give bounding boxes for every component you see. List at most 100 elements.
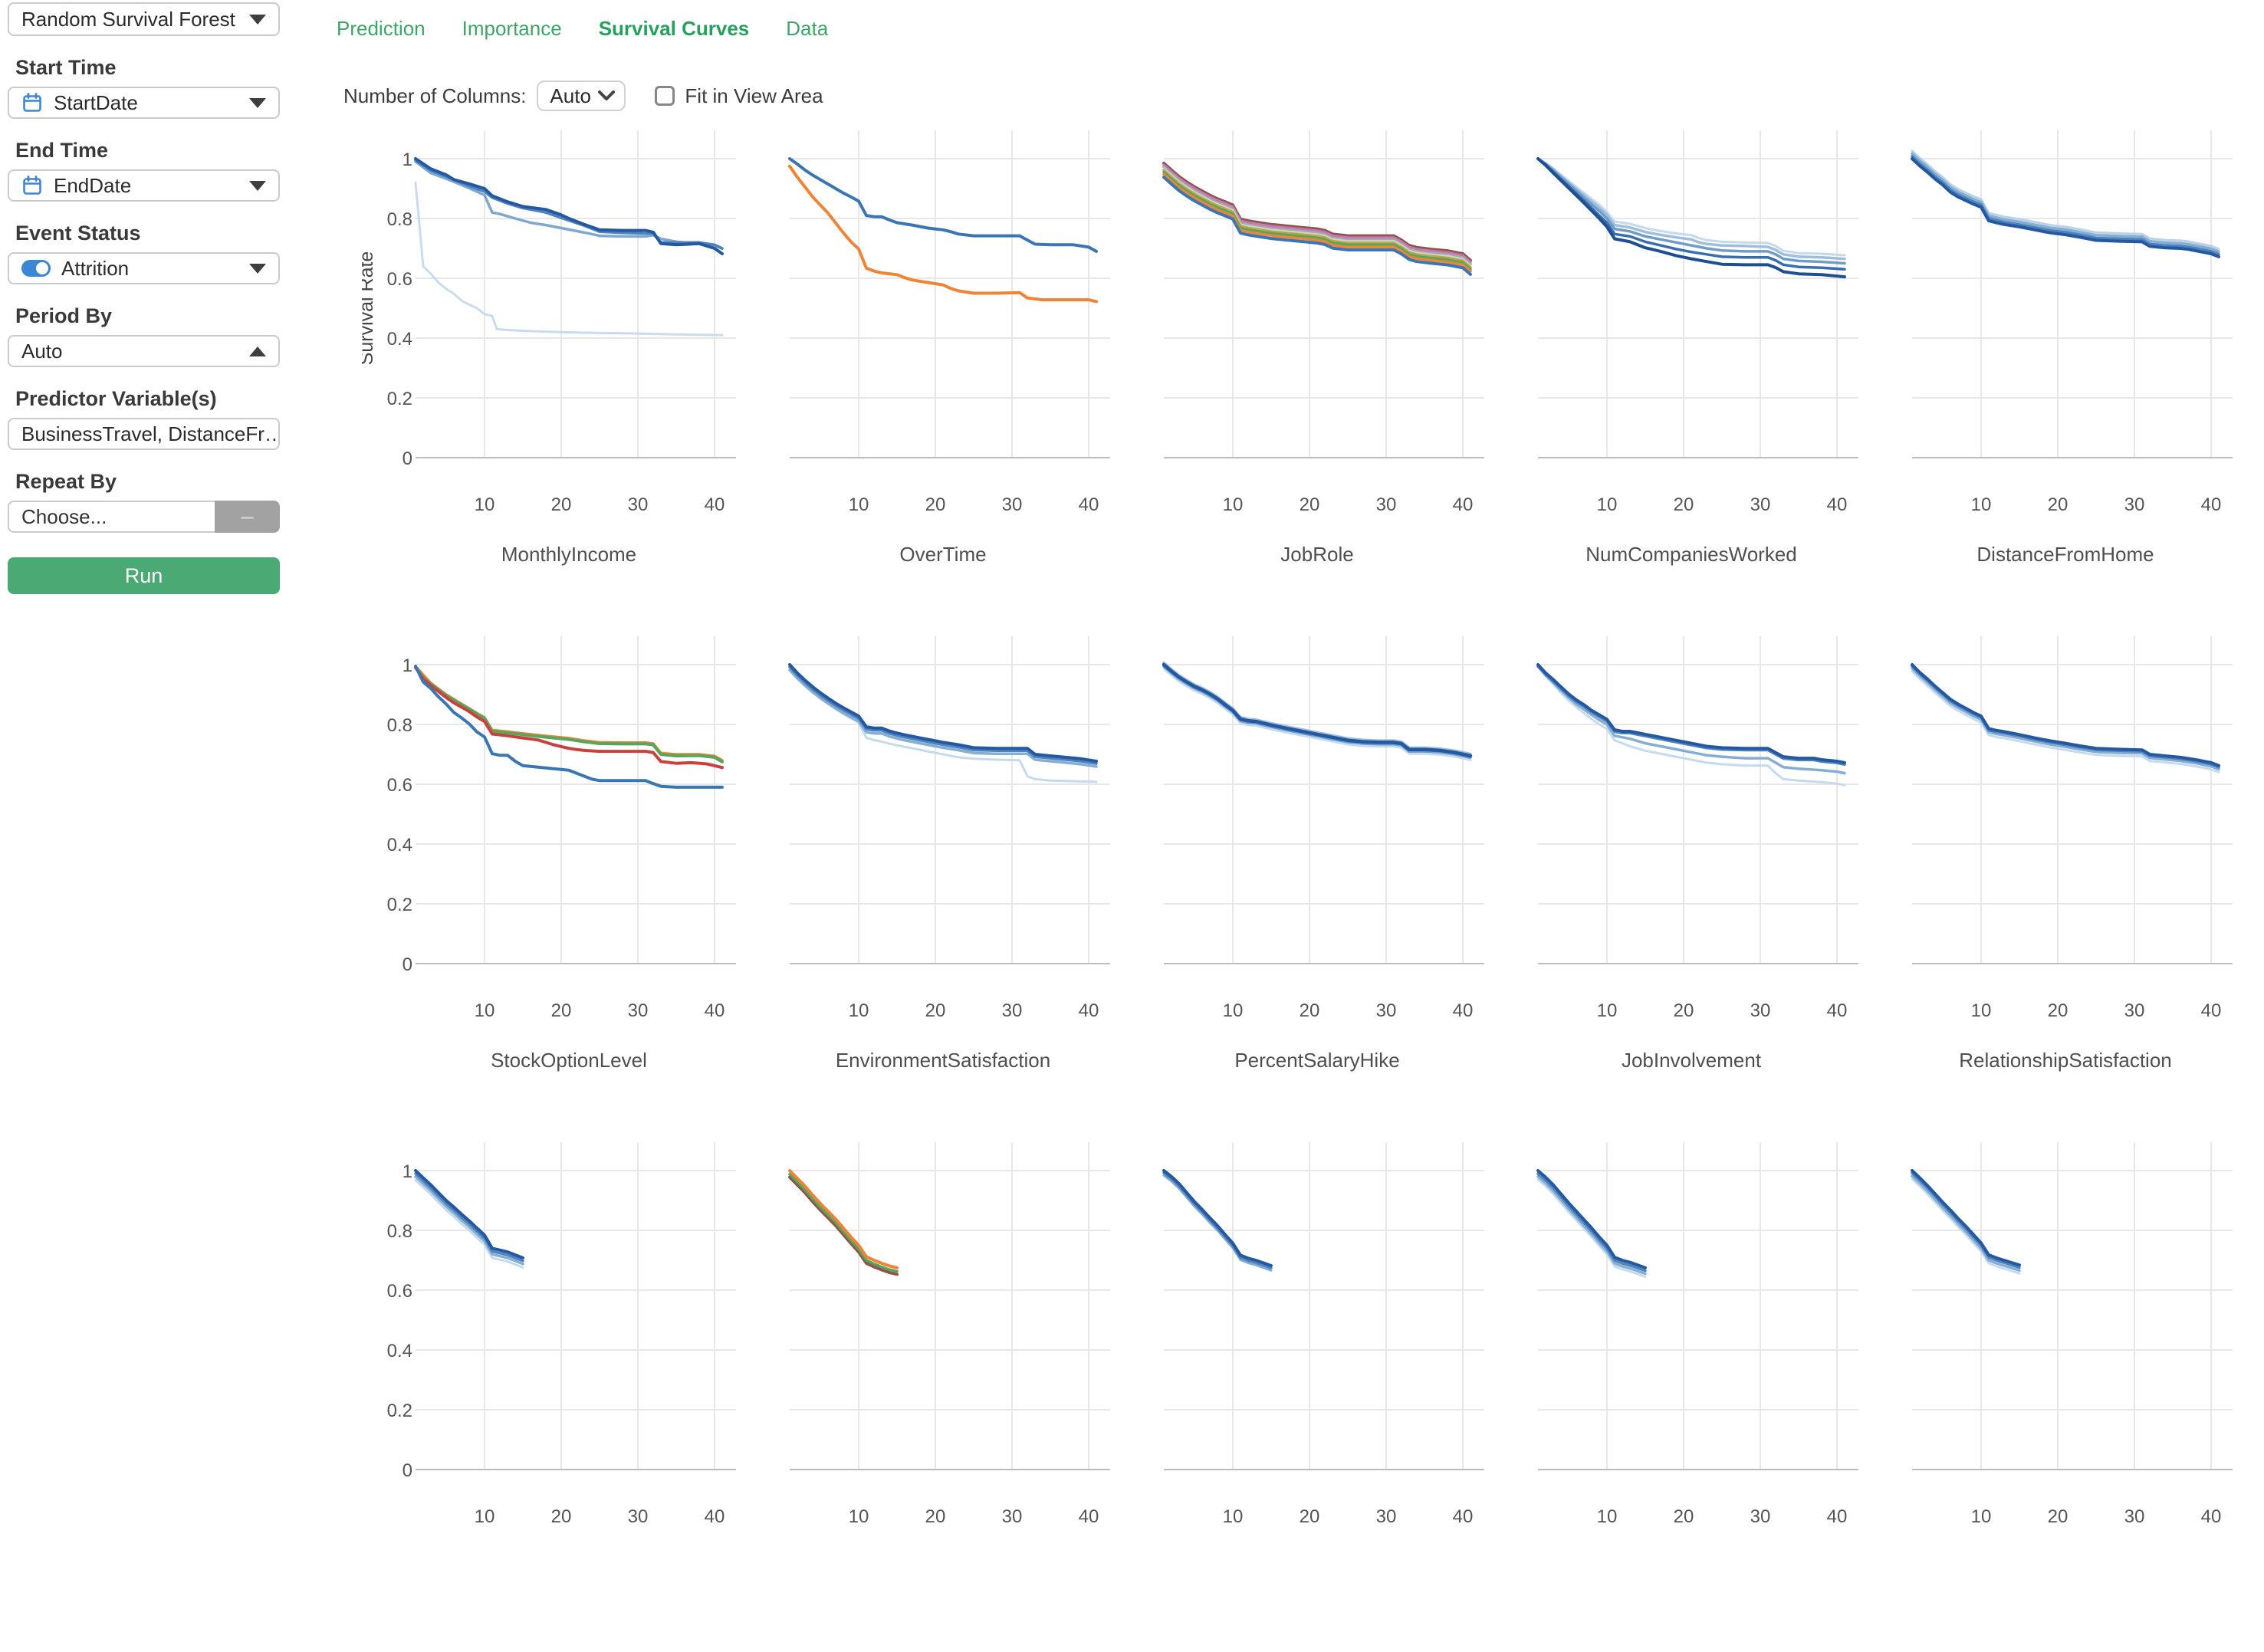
x-tick-label: 20 xyxy=(551,494,572,515)
survival-curve-line xyxy=(1162,1174,1273,1272)
survival-chart-DistanceFromHome[interactable]: 10 20 30 40 DistanceFromHome xyxy=(1858,130,2233,636)
survival-chart-row3-3[interactable]: 10 20 30 40 xyxy=(1110,1142,1484,1648)
y-tick-label: 0.8 xyxy=(387,1221,412,1242)
event-status-label: Event Status xyxy=(15,222,141,245)
fit-in-view-checkbox[interactable] xyxy=(655,86,675,106)
tab-survival-curves[interactable]: Survival Curves xyxy=(598,17,750,40)
survival-curve-line xyxy=(1536,1175,1647,1276)
remove-repeat-button[interactable]: – xyxy=(215,501,280,533)
x-tick-label: 10 xyxy=(475,494,495,515)
x-tick-label: 40 xyxy=(705,1506,725,1527)
event-status-select[interactable]: Attrition xyxy=(8,252,280,284)
survival-chart-row3-5[interactable]: 10 20 30 40 xyxy=(1858,1142,2233,1648)
x-tick-label: 30 xyxy=(1376,1000,1397,1021)
survival-chart-RelationshipSatisfaction[interactable]: 10 20 30 40 RelationshipSatisfaction xyxy=(1858,636,2233,1142)
chart-title: MonthlyIncome xyxy=(501,543,636,566)
survival-curve-line xyxy=(1911,149,2220,251)
model-select-value: Random Survival Forest xyxy=(21,7,235,31)
x-tick-label: 20 xyxy=(1300,1000,1320,1021)
model-select[interactable]: Random Survival Forest xyxy=(8,2,280,36)
chart-canvas: 10 20 30 40 EnvironmentSatisfaction xyxy=(788,636,1110,1072)
end-time-select[interactable]: EndDate xyxy=(8,169,280,202)
chart-title: EnvironmentSatisfaction xyxy=(836,1049,1050,1072)
survival-chart-row3-2[interactable]: 10 20 30 40 xyxy=(736,1142,1110,1648)
survival-curve-line xyxy=(1162,1169,1273,1267)
x-tick-label: 20 xyxy=(551,1000,572,1021)
y-tick-label: 0 xyxy=(403,954,412,975)
survival-chart-row3-1[interactable]: 1 0.8 0.6 0.4 0.2 0 10 20 30 40 xyxy=(362,1142,736,1648)
survival-chart-PercentSalaryHike[interactable]: 10 20 30 40 PercentSalaryHike xyxy=(1110,636,1484,1142)
tab-importance[interactable]: Importance xyxy=(462,17,562,40)
y-tick-label: 0.6 xyxy=(387,269,412,290)
x-tick-label: 30 xyxy=(1750,1000,1771,1021)
survival-curve-line xyxy=(414,665,724,789)
y-tick-label: 1 xyxy=(403,149,412,170)
survival-curve-line xyxy=(1536,157,1846,257)
chart-title: StockOptionLevel xyxy=(491,1049,647,1072)
start-time-select[interactable]: StartDate xyxy=(8,87,280,119)
survival-chart-NumCompaniesWorked[interactable]: 10 20 30 40 NumCompaniesWorked xyxy=(1484,130,1858,636)
survival-curve-line xyxy=(1162,668,1472,761)
x-tick-label: 20 xyxy=(2048,1000,2068,1021)
repeat-by-select[interactable]: Choose... xyxy=(8,501,215,533)
survival-chart-StockOptionLevel[interactable]: 1 0.8 0.6 0.4 0.2 0 10 20 30 40 StockOptionLevel xyxy=(362,636,736,1142)
x-tick-label: 40 xyxy=(1827,494,1848,515)
run-button[interactable]: Run xyxy=(8,557,280,594)
chevron-down-icon xyxy=(598,90,616,100)
survival-chart-JobRole[interactable]: 10 20 30 40 JobRole xyxy=(1110,130,1484,636)
y-tick-label: 0.4 xyxy=(387,835,412,856)
x-tick-label: 30 xyxy=(2124,494,2145,515)
survival-curve-line xyxy=(414,1169,524,1260)
calendar-icon xyxy=(21,175,43,196)
survival-chart-MonthlyIncome[interactable]: 1 0.8 0.6 0.4 0.2 0 10 20 30 40 Survival Rate Month… xyxy=(356,130,736,636)
x-tick-label: 10 xyxy=(475,1506,495,1527)
tab-data[interactable]: Data xyxy=(786,17,829,40)
survival-curve-line xyxy=(788,164,1098,304)
chart-canvas: 10 20 30 40 JobInvolvement xyxy=(1536,636,1858,1072)
chart-canvas: 10 20 30 40 NumCompaniesWorked xyxy=(1536,130,1858,566)
x-tick-label: 40 xyxy=(1079,494,1099,515)
chart-canvas: 10 20 30 40 JobRole xyxy=(1162,130,1484,566)
y-tick-label: 0.6 xyxy=(387,1281,412,1302)
chart-canvas: 1 0.8 0.6 0.4 0.2 0 10 20 30 40 xyxy=(387,1142,736,1527)
y-tick-label: 0.8 xyxy=(387,715,412,736)
x-tick-label: 40 xyxy=(1079,1506,1099,1527)
survival-curve-line xyxy=(788,1169,899,1269)
survival-curves-grid: 1 0.8 0.6 0.4 0.2 0 10 20 30 40 Survival Rate Month… xyxy=(356,130,2233,1648)
survival-chart-EnvironmentSatisfaction[interactable]: 10 20 30 40 EnvironmentSatisfaction xyxy=(736,636,1110,1142)
x-tick-label: 20 xyxy=(1300,1506,1320,1527)
x-tick-label: 20 xyxy=(1674,1506,1694,1527)
x-tick-label: 30 xyxy=(628,494,649,515)
x-tick-label: 30 xyxy=(1750,494,1771,515)
x-tick-label: 10 xyxy=(475,1000,495,1021)
survival-curve-line xyxy=(1911,663,2220,767)
period-by-select[interactable]: Auto xyxy=(8,335,280,367)
survival-curve-line xyxy=(1162,172,1472,273)
x-tick-label: 20 xyxy=(1674,1000,1694,1021)
survival-chart-OverTime[interactable]: 10 20 30 40 OverTime xyxy=(736,130,1110,636)
y-tick-label: 0.6 xyxy=(387,775,412,796)
chevron-down-icon xyxy=(249,14,266,25)
columns-select[interactable]: Auto xyxy=(537,80,626,111)
columns-label: Number of Columns: xyxy=(343,84,527,107)
survival-curve-line xyxy=(1911,157,2220,258)
y-tick-label: 1 xyxy=(403,655,412,676)
x-tick-label: 20 xyxy=(1674,494,1694,515)
x-tick-label: 40 xyxy=(705,494,725,515)
x-tick-label: 30 xyxy=(1376,1506,1397,1527)
end-time-value: EndDate xyxy=(54,173,132,197)
survival-curve-line xyxy=(414,160,724,251)
predictor-input[interactable]: BusinessTravel, DistanceFr… xyxy=(8,418,280,450)
chart-title: OverTime xyxy=(899,543,986,566)
survival-chart-row3-4[interactable]: 10 20 30 40 xyxy=(1484,1142,1858,1648)
chart-canvas: 10 20 30 40 xyxy=(1162,1142,1484,1527)
x-tick-label: 10 xyxy=(1597,494,1618,515)
y-tick-label: 0 xyxy=(403,1460,412,1481)
x-tick-label: 40 xyxy=(1827,1506,1848,1527)
tab-prediction[interactable]: Prediction xyxy=(337,17,426,40)
survival-curve-line xyxy=(414,1172,524,1263)
x-tick-label: 20 xyxy=(551,1506,572,1527)
y-tick-label: 1 xyxy=(403,1161,412,1182)
survival-curve-line xyxy=(1162,167,1472,268)
survival-chart-JobInvolvement[interactable]: 10 20 30 40 JobInvolvement xyxy=(1484,636,1858,1142)
